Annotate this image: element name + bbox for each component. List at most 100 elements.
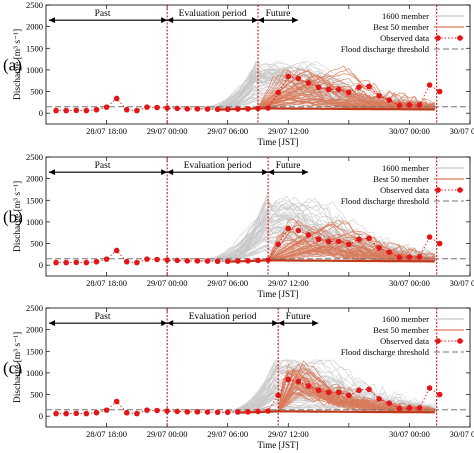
observed-point: [103, 407, 110, 413]
observed-point: [73, 107, 80, 114]
observed-point: [245, 409, 251, 415]
observed-point: [73, 410, 80, 417]
observed-point: [315, 387, 322, 394]
ensemble-trace: [221, 199, 434, 262]
observed-point: [346, 241, 352, 248]
evaluation-period-label: Evaluation period: [184, 161, 252, 171]
future-arrow-head-left: [258, 17, 264, 24]
observed-point: [235, 106, 241, 112]
observed-point: [245, 106, 251, 112]
legend-swatch-observed-point: [457, 187, 463, 193]
plot-frame: [45, 156, 471, 277]
legend-label: 1600 member: [382, 11, 429, 21]
panel-1: (a)Discharge [m³ s⁻¹] 0 500 1000 1500 2000 250…: [3, 0, 474, 147]
observed-point: [123, 106, 130, 113]
observed-point: [275, 89, 281, 96]
x-tick-label: 30/07 00:00: [389, 126, 430, 136]
past-arrow: [49, 320, 168, 327]
observed-point: [436, 88, 443, 95]
observed-point: [214, 258, 221, 265]
observed-point: [63, 410, 69, 417]
observed-point: [194, 409, 201, 415]
x-tick-label: 30/07 00:00: [389, 278, 430, 288]
observed-point: [144, 407, 150, 413]
x-axis-label: Time [JST]: [258, 289, 299, 299]
observed-point: [396, 405, 403, 412]
observed-point: [335, 389, 342, 396]
observed-point: [265, 105, 271, 111]
x-tick-label: 28/07 18:00: [86, 126, 127, 136]
observed-point: [154, 407, 160, 414]
legend-label: Flood discharge threshold: [341, 196, 430, 206]
y-axis-label: Discharge [m³ s⁻¹]: [13, 181, 23, 252]
observed-point: [275, 241, 281, 248]
observed-point: [93, 409, 100, 416]
observed-point: [436, 240, 443, 247]
observed-point: [184, 106, 191, 112]
observed-point: [255, 257, 261, 264]
y-tick-label: 2500: [26, 0, 43, 10]
observed-point: [83, 410, 90, 417]
observed-point: [53, 410, 59, 417]
y-tick-label: 1500: [26, 195, 43, 205]
observed-point: [134, 259, 140, 266]
observed-point: [255, 408, 261, 415]
observed-point: [103, 104, 110, 110]
y-tick-label: 500: [30, 87, 43, 97]
observed-point: [406, 102, 413, 108]
y-tick-label: 2500: [26, 303, 43, 313]
past-arrow-head-left: [49, 169, 55, 176]
observed-markers: [53, 73, 443, 114]
legend-label: Observed data: [380, 185, 429, 195]
evaluation-period-label: Evaluation period: [179, 9, 247, 19]
observed-point: [295, 378, 302, 385]
legend-label: Flood discharge threshold: [341, 347, 430, 357]
y-axis-label: Discharge [m³ s⁻¹]: [13, 29, 23, 100]
observed-point: [83, 107, 90, 114]
observed-point: [63, 259, 69, 266]
observed-point: [376, 245, 382, 251]
x-tick-label: 29/07 06:00: [207, 429, 248, 439]
observed-point: [295, 227, 302, 234]
legend-label: Best 50 member: [373, 22, 429, 32]
observed-point: [356, 236, 362, 243]
past-arrow-head-left: [49, 17, 55, 24]
y-tick-label: 1000: [26, 65, 43, 75]
legend-swatch-observed-point: [435, 338, 441, 344]
observed-point: [235, 258, 241, 264]
x-tick-label: 29/07 00:00: [147, 126, 188, 136]
observed-point: [83, 259, 90, 266]
observed-point: [396, 102, 403, 109]
x-axis-label: Time [JST]: [258, 137, 299, 147]
observed-point: [325, 86, 332, 93]
observed-point: [275, 392, 281, 399]
y-tick-label: 0: [39, 260, 43, 270]
legend-label: Observed data: [380, 336, 429, 346]
evaluation-arrow-head-right: [252, 17, 258, 24]
observed-point: [416, 102, 423, 108]
x-tick-label: 30/07 06:00: [450, 278, 474, 288]
panel-label: (c): [3, 359, 22, 378]
observed-point: [416, 405, 423, 411]
panel-label: (b): [3, 208, 23, 227]
observed-point: [356, 387, 362, 394]
future-arrow: [268, 169, 309, 176]
observed-markers: [53, 376, 443, 417]
observed-point: [386, 97, 393, 103]
evaluation-arrow: [167, 320, 279, 327]
x-tick-label: 29/07 12:00: [268, 278, 309, 288]
y-tick-label: 1000: [26, 217, 43, 227]
legend-label: 1600 member: [382, 314, 429, 324]
observed-point: [245, 258, 251, 264]
panel-3: (c)Discharge [m³ s⁻¹] 0 500 1000 1500 2000 250…: [3, 303, 474, 450]
observed-point: [436, 391, 443, 398]
observed-point: [366, 83, 372, 90]
legend-label: Flood discharge threshold: [341, 44, 430, 54]
observed-point: [325, 389, 332, 396]
observed-point: [53, 107, 59, 114]
observed-point: [123, 409, 130, 416]
observed-point: [325, 238, 332, 245]
evaluation-arrow-head-left: [167, 320, 174, 327]
